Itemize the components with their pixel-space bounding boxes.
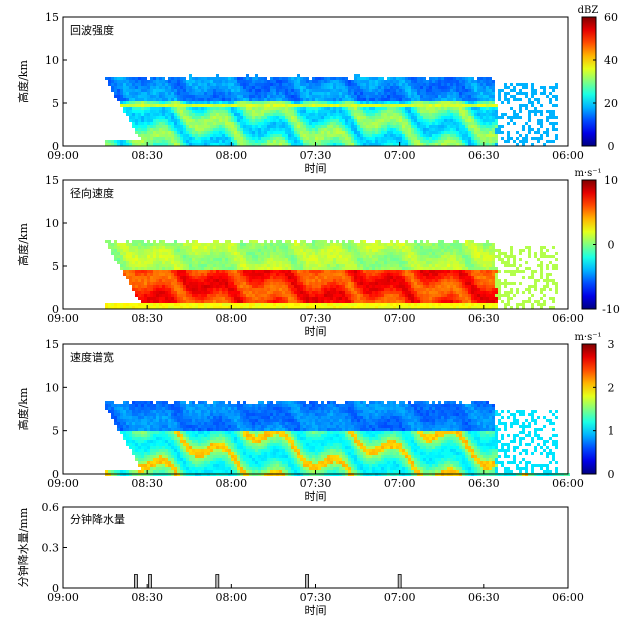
colorbar-tick-label: -10 bbox=[602, 303, 620, 316]
y-tick-label: 15 bbox=[45, 11, 59, 24]
x-tick-label: 09:00 bbox=[47, 149, 79, 162]
x-tick-label: 06:30 bbox=[468, 477, 500, 490]
colorbar-tick-label: 0 bbox=[608, 140, 615, 153]
colorbar-tick-label: 3 bbox=[608, 338, 615, 351]
x-tick-label: 08:00 bbox=[215, 591, 247, 604]
colorbar-scale bbox=[581, 343, 597, 475]
rain-bar bbox=[305, 574, 309, 589]
x-axis-label: 时间 bbox=[305, 325, 327, 338]
y-tick-label: 0 bbox=[52, 140, 59, 153]
colorbar-unit: dBZ bbox=[578, 5, 599, 16]
y-axis-label: 高度/km bbox=[16, 60, 30, 103]
colorbar-unit: m·s⁻¹ bbox=[574, 332, 601, 343]
x-tick-label: 08:00 bbox=[215, 477, 247, 490]
colorbar-scale bbox=[581, 16, 597, 147]
x-tick-label: 09:00 bbox=[47, 591, 79, 604]
x-tick-label: 07:00 bbox=[384, 312, 416, 325]
rain-bar bbox=[134, 574, 138, 589]
x-tick-label: 08:00 bbox=[215, 312, 247, 325]
y-tick-label: 5 bbox=[52, 425, 59, 438]
y-tick-label: 0 bbox=[52, 303, 59, 316]
panel-title: 径向速度 bbox=[70, 186, 114, 200]
heatmap-cells bbox=[105, 74, 558, 146]
x-tick-label: 07:30 bbox=[300, 591, 332, 604]
x-axis-label: 时间 bbox=[305, 604, 327, 617]
x-tick-label: 07:00 bbox=[384, 591, 416, 604]
colorbar: 0 1 2 3 m·s⁻¹ bbox=[574, 332, 614, 481]
x-tick-label: 08:30 bbox=[131, 477, 163, 490]
colorbar: -10 0 10m·s⁻¹ bbox=[574, 168, 619, 316]
x-axis-label: 时间 bbox=[305, 162, 327, 175]
rain-bar bbox=[215, 574, 220, 589]
y-tick-label: 10 bbox=[45, 381, 59, 394]
x-tick-label: 07:30 bbox=[300, 477, 332, 490]
x-tick-label: 06:00 bbox=[552, 477, 584, 490]
y-axis-label: 分钟降水量/mm bbox=[16, 507, 30, 587]
x-axis-label: 时间 bbox=[305, 490, 327, 503]
x-tick-label: 06:30 bbox=[468, 591, 500, 604]
panel-2: 径向速度 0 5 10 15 09:00 08:30 08:00 07:30 07:00 06:30… bbox=[16, 168, 620, 338]
x-tick-label: 07:30 bbox=[300, 312, 332, 325]
y-tick-label: 5 bbox=[52, 260, 59, 273]
x-tick-label: 06:30 bbox=[468, 312, 500, 325]
rain-bar bbox=[148, 574, 152, 589]
y-axis-label: 高度/km bbox=[16, 387, 30, 430]
panel-title: 回波强度 bbox=[70, 23, 114, 37]
y-tick-label: 10 bbox=[45, 54, 59, 67]
x-tick-label: 07:00 bbox=[384, 477, 416, 490]
plot-frame bbox=[62, 506, 569, 589]
x-tick-label: 07:30 bbox=[300, 149, 332, 162]
y-tick-label: 5 bbox=[52, 97, 59, 110]
x-tick-label: 09:00 bbox=[47, 312, 79, 325]
panel-title: 速度谱宽 bbox=[70, 350, 114, 364]
y-tick-label: 0 bbox=[52, 468, 59, 481]
colorbar-tick-label: 20 bbox=[604, 97, 618, 110]
colorbar-unit: m·s⁻¹ bbox=[574, 168, 601, 179]
colorbar-tick-label: 60 bbox=[604, 11, 618, 24]
heatmap-cells bbox=[105, 240, 558, 309]
x-tick-label: 06:00 bbox=[552, 591, 584, 604]
y-tick-label: 0.6 bbox=[42, 501, 60, 514]
x-tick-label: 06:30 bbox=[468, 149, 500, 162]
x-tick-label: 08:30 bbox=[131, 149, 163, 162]
panel-rainfall: 分钟降水量 0 0.3 0.6 09:00 08:30 08:00 07:30 07:00 06:… bbox=[16, 501, 584, 617]
colorbar-tick-label: 1 bbox=[608, 425, 615, 438]
rain-bar bbox=[397, 574, 402, 589]
y-tick-label: 0 bbox=[52, 582, 59, 595]
x-tick-label: 08:00 bbox=[215, 149, 247, 162]
colorbar: 0 20 40 60 dBZ bbox=[578, 5, 618, 153]
x-tick-label: 08:30 bbox=[131, 312, 163, 325]
y-tick-label: 15 bbox=[45, 174, 59, 187]
colorbar-tick-label: 10 bbox=[604, 174, 618, 187]
x-tick-label: 06:00 bbox=[552, 149, 584, 162]
x-tick-label: 09:00 bbox=[47, 477, 79, 490]
heatmap-cells bbox=[105, 401, 570, 476]
colorbar-tick-label: 2 bbox=[608, 381, 615, 394]
x-tick-label: 06:00 bbox=[552, 312, 584, 325]
panel-1: 回波强度 0 5 10 15 09:00 08:30 08:00 07:30 07:00 06:30… bbox=[16, 5, 618, 175]
x-tick-label: 07:00 bbox=[384, 149, 416, 162]
y-axis-label: 高度/km bbox=[16, 223, 30, 266]
colorbar-tick-label: 40 bbox=[604, 54, 618, 67]
y-tick-label: 10 bbox=[45, 217, 59, 230]
panel-title: 分钟降水量 bbox=[70, 512, 125, 526]
colorbar-tick-label: 0 bbox=[608, 239, 615, 252]
x-tick-label: 08:30 bbox=[131, 591, 163, 604]
colorbar-tick-label: 0 bbox=[608, 468, 615, 481]
y-tick-label: 15 bbox=[45, 338, 59, 351]
y-tick-label: 0.3 bbox=[42, 542, 60, 555]
